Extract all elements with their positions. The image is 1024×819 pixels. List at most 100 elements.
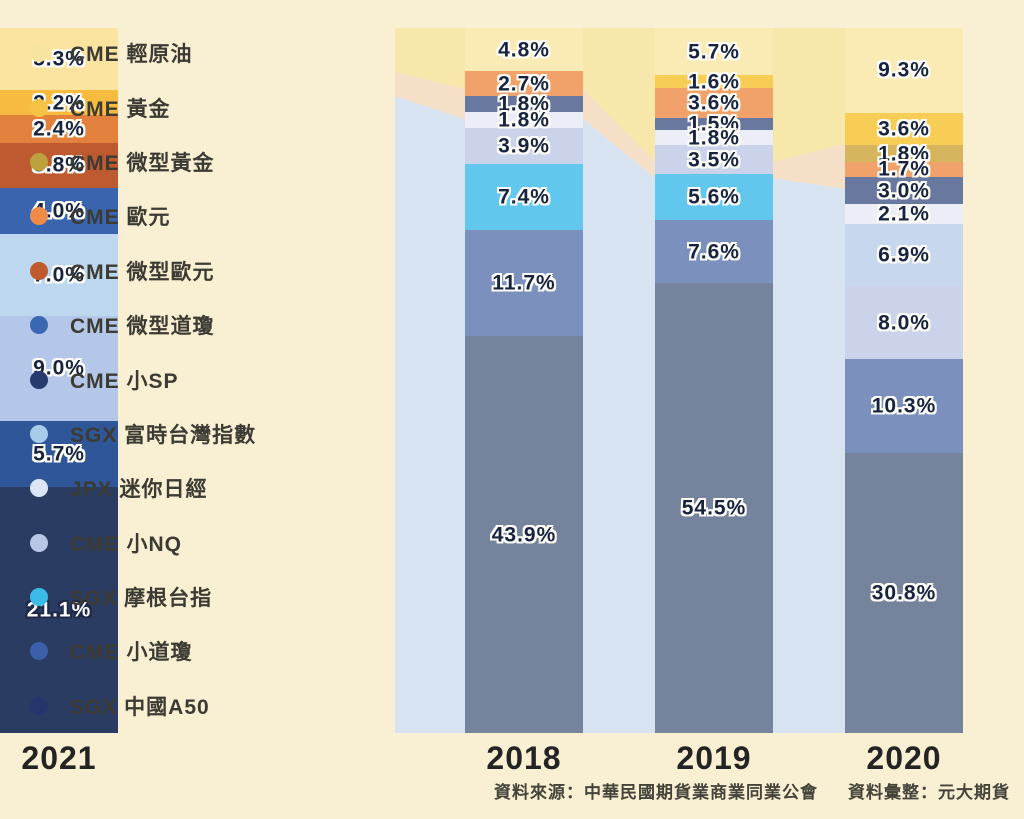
legend-item: CME 微型道瓊 xyxy=(30,298,256,352)
data-compiled-text: 資料彙整：元大期貨 xyxy=(848,783,1010,802)
ribbon-blue-2 xyxy=(583,119,655,733)
legend-color-dot xyxy=(30,316,48,335)
legend-color-dot xyxy=(30,533,48,552)
legend-item: CME 小NQ xyxy=(30,516,256,570)
segment-value-label: 1.7% xyxy=(878,157,930,181)
legend-item: CME 微型歐元 xyxy=(30,244,256,298)
segment-value-label: 7.4% xyxy=(498,185,550,209)
bar-2019: 5.7% 1.6% 3.6% 1.5% 1.8% 3.5% 5.6% 7.6% 54.5% 20… xyxy=(655,28,773,776)
legend-item: SGX 摩根台指 xyxy=(30,570,256,624)
legend: CME 輕原油 CME 黃金 CME 微型黃金 CME 歐元 CME 微型歐元 CME 微… xyxy=(30,26,256,733)
legend-label: CME 小SP xyxy=(70,369,179,393)
segment-CME 小NQ: 9.0% xyxy=(0,315,118,421)
segment-value-label: 1.5% xyxy=(688,112,740,136)
ribbon-peach-2 xyxy=(583,89,655,178)
segment-JPX 迷你日經: 1.8% xyxy=(465,110,583,131)
legend-color-dot xyxy=(30,44,48,63)
segment-value-label: 3.0% xyxy=(878,179,930,203)
segment-value-label: 3.9% xyxy=(498,134,550,158)
segment-value-label: 43.9% xyxy=(491,523,557,547)
legend-label: CME 微型黃金 xyxy=(70,151,215,175)
legend-label: JPX 迷你日經 xyxy=(70,478,208,502)
segment-value-label: 5.7% xyxy=(688,40,740,64)
legend-label: SGX 中國A50 xyxy=(70,695,210,719)
source-note: 資料來源：中華民國期貨業商業同業公會 資料彙整：元大期貨 xyxy=(494,778,1010,803)
legend-color-dot xyxy=(30,642,48,661)
legend-color-dot xyxy=(30,207,48,226)
segment-value-label: 1.8% xyxy=(878,142,930,165)
legend-label: CME 微型歐元 xyxy=(70,260,215,284)
segment-value-label: 8.0% xyxy=(878,311,930,335)
legend-color-dot xyxy=(30,588,48,607)
legend-item: JPX 迷你日經 xyxy=(30,461,256,515)
bar-2018: 4.8% 2.7% 1.8% 1.8% 3.9% 7.4% 11.7% 43.9% 2018 xyxy=(465,28,583,776)
segment-SGX 中國A50: 43.9% xyxy=(465,336,583,733)
segment-CME 輕原油: 5.7% xyxy=(655,28,773,76)
legend-color-dot xyxy=(30,370,48,389)
segment-CME 微型黃金: 1.8% xyxy=(845,142,963,165)
legend-label: CME 黃金 xyxy=(70,97,171,121)
bar-stack: 5.3% 2.2% 2.4% 3.8% 4.0% 7.0% 9.0% 5.7% 21.1% xyxy=(0,28,118,733)
segment-SGX 中國A50: 21.1% xyxy=(0,487,118,733)
segment-CME 小SP: 3.0% xyxy=(845,177,963,205)
legend-color-dot xyxy=(30,261,48,280)
segment-value-label: 30.8% xyxy=(871,581,937,605)
bar-2020: 9.3% 3.6% 1.8% 1.7% 3.0% 2.1% 6.9% 8.0% 10.3% 30.… xyxy=(845,28,963,776)
legend-label: CME 輕原油 xyxy=(70,43,193,67)
segment-value-label: 2.4% xyxy=(33,117,85,141)
segment-value-label: 5.6% xyxy=(688,185,740,209)
segment-value-label: 4.8% xyxy=(498,38,550,62)
segment-CME 歐元: 2.4% xyxy=(0,115,118,144)
segment-value-label: 54.5% xyxy=(681,496,747,520)
segment-CME 歐元: 3.6% xyxy=(655,88,773,118)
segment-value-label: 2.7% xyxy=(498,72,550,96)
segment-value-label: 5.7% xyxy=(33,442,85,466)
segment-CME 小SP: 1.8% xyxy=(465,93,583,114)
legend-item: SGX 中國A50 xyxy=(30,679,256,733)
segment-CME 黃金: 1.6% xyxy=(655,71,773,92)
legend-color-dot xyxy=(30,152,48,171)
ribbon-yellow-3 xyxy=(772,28,845,162)
legend-label: CME 小道瓊 xyxy=(70,641,193,665)
segment-CME 小NQ: 3.9% xyxy=(465,128,583,164)
segment-value-label: 11.7% xyxy=(492,271,556,295)
legend-color-dot xyxy=(30,479,48,498)
segment-value-label: 1.6% xyxy=(688,70,740,94)
segment-CME 輕原油: 9.3% xyxy=(845,28,963,113)
segment-CME 小道瓊: 5.7% xyxy=(0,420,118,488)
legend-color-dot xyxy=(30,424,48,443)
segment-value-label: 3.6% xyxy=(878,117,930,141)
year-label: 2021 xyxy=(21,740,97,776)
segment-SGX 中國A50: 30.8% xyxy=(845,452,963,733)
segment-value-label: 2.1% xyxy=(878,202,930,226)
ribbon-yellow-2 xyxy=(583,28,655,162)
ribbon-peach-1 xyxy=(395,72,465,119)
bar-stack: 4.8% 2.7% 1.8% 1.8% 3.9% 7.4% 11.7% 43.9% xyxy=(465,28,583,733)
segment-JPX 迷你日經: 1.8% xyxy=(655,126,773,150)
segment-value-label: 1.8% xyxy=(688,126,740,150)
ribbon-blue-3 xyxy=(772,178,845,733)
legend-item: CME 歐元 xyxy=(30,189,256,243)
legend-item: CME 黃金 xyxy=(30,80,256,134)
segment-SGX 摩根台指: 7.4% xyxy=(465,163,583,231)
segment-CME 小道瓊: 11.7% xyxy=(465,230,583,337)
year-label: 2018 xyxy=(486,740,562,776)
segment-CME 小道瓊: 10.3% xyxy=(845,359,963,453)
segment-value-label: 3.6% xyxy=(688,91,740,115)
segment-CME 黃金: 3.6% xyxy=(845,112,963,146)
segment-CME 小SP: 1.5% xyxy=(655,114,773,135)
legend-label: CME 小NQ xyxy=(70,532,182,556)
segment-CME 歐元: 2.7% xyxy=(465,71,583,96)
bar-2021: 5.3% 2.2% 2.4% 3.8% 4.0% 7.0% 9.0% 5.7% 21.1% 20… xyxy=(0,28,118,776)
segment-value-label: 3.5% xyxy=(688,148,740,172)
year-label: 2020 xyxy=(866,740,942,776)
segment-CME 歐元: 1.7% xyxy=(845,157,963,181)
segment-CME 微型歐元: 3.8% xyxy=(0,143,118,188)
segment-CME 微型道瓊: 4.0% xyxy=(0,187,118,235)
legend-label: SGX 摩根台指 xyxy=(70,587,213,611)
segment-CME 小NQ: 3.5% xyxy=(655,145,773,175)
segment-value-label: 9.3% xyxy=(878,58,930,82)
bar-stack: 5.7% 1.6% 3.6% 1.5% 1.8% 3.5% 5.6% 7.6% 54.5% xyxy=(655,28,773,733)
